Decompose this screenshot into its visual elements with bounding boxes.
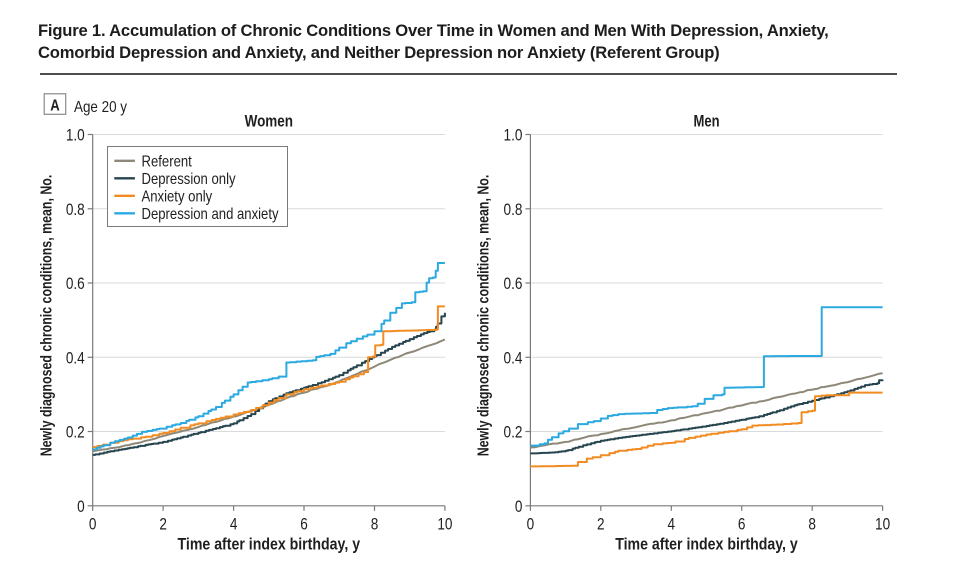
svg-text:0: 0 — [527, 515, 535, 534]
svg-text:0.8: 0.8 — [66, 201, 85, 220]
svg-text:10: 10 — [875, 515, 890, 534]
svg-text:4: 4 — [668, 515, 676, 534]
svg-text:0.6: 0.6 — [504, 275, 523, 294]
svg-text:0: 0 — [77, 498, 85, 517]
svg-text:2: 2 — [159, 515, 167, 534]
svg-text:0.8: 0.8 — [504, 201, 523, 220]
svg-text:0.4: 0.4 — [504, 349, 523, 368]
svg-text:Women: Women — [245, 112, 293, 131]
svg-text:2: 2 — [597, 515, 605, 534]
svg-text:8: 8 — [808, 515, 816, 534]
svg-text:Age 20 y: Age 20 y — [74, 99, 128, 116]
svg-text:Newly diagnosed chronic condit: Newly diagnosed chronic conditions, mean… — [475, 175, 493, 457]
svg-text:1.0: 1.0 — [66, 126, 85, 145]
svg-text:Referent: Referent — [142, 153, 192, 170]
svg-text:A: A — [50, 97, 60, 114]
svg-text:Time after index birthday, y: Time after index birthday, y — [615, 536, 798, 554]
svg-text:Newly diagnosed chronic condit: Newly diagnosed chronic conditions, mean… — [38, 175, 56, 457]
svg-text:Depression only: Depression only — [142, 171, 237, 188]
svg-text:10: 10 — [437, 515, 452, 534]
svg-text:Time after index birthday, y: Time after index birthday, y — [178, 536, 361, 554]
svg-text:6: 6 — [300, 515, 308, 534]
svg-text:0.2: 0.2 — [504, 423, 523, 442]
svg-text:0.6: 0.6 — [66, 275, 85, 294]
svg-text:Anxiety only: Anxiety only — [142, 188, 213, 205]
svg-text:0: 0 — [89, 515, 97, 534]
svg-text:1.0: 1.0 — [504, 126, 523, 145]
svg-text:Depression and anxiety: Depression and anxiety — [142, 206, 280, 223]
svg-text:Men: Men — [693, 112, 719, 131]
svg-text:0.2: 0.2 — [66, 423, 85, 442]
svg-text:6: 6 — [738, 515, 746, 534]
svg-text:4: 4 — [230, 515, 238, 534]
svg-text:8: 8 — [371, 515, 379, 534]
svg-text:0.4: 0.4 — [66, 349, 85, 368]
svg-text:0: 0 — [515, 498, 523, 517]
